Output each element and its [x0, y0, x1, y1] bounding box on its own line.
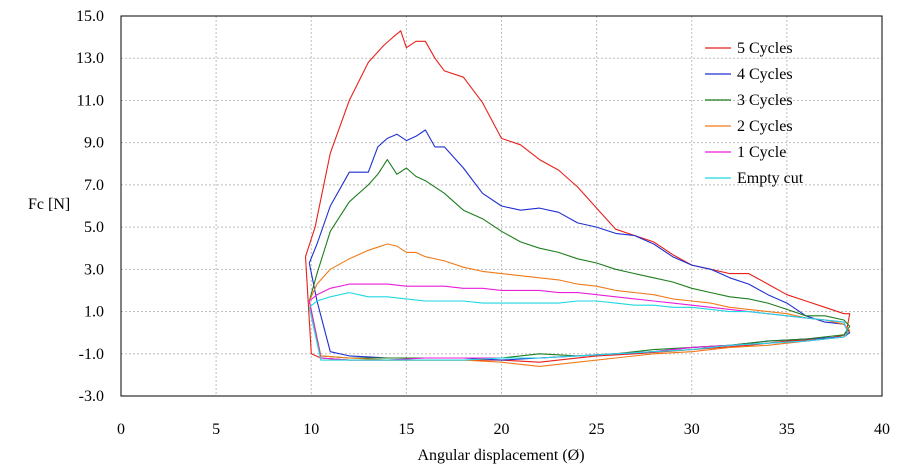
x-axis-title: Angular displacement (Ø) [417, 447, 584, 464]
y-tick-label: 3.0 [84, 261, 104, 278]
y-tick-label: 7.0 [84, 177, 104, 194]
x-tick-label: 0 [117, 421, 125, 438]
x-tick-label: 25 [589, 421, 605, 438]
x-tick-label: 30 [684, 421, 700, 438]
y-tick-label: 15.0 [76, 8, 104, 25]
x-tick-label: 40 [874, 421, 890, 438]
series-lines [304, 30, 851, 367]
legend-label-5-cycles: 5 Cycles [737, 40, 793, 57]
tick-labels: -3.0 -1.0 1.0 3.0 5.0 7.0 9.0 11.0 13.0 15.0 0 5 10 1… [76, 8, 890, 438]
legend-label-3-cycles: 3 Cycles [737, 92, 793, 109]
x-tick-label: 5 [212, 421, 220, 438]
legend: 5 Cycles 4 Cycles 3 Cycles 2 Cycles 1 Cycle E… [705, 40, 804, 187]
x-tick-label: 20 [494, 421, 510, 438]
y-tick-label: 1.0 [84, 304, 104, 321]
legend-label-4-cycles: 4 Cycles [737, 66, 793, 83]
y-tick-label: -3.0 [79, 388, 104, 405]
series-line-1-cycle [308, 283, 849, 361]
y-axis-title: Fc [N] [28, 196, 70, 213]
y-tick-label: 11.0 [77, 92, 104, 109]
series-line-2-cycles [308, 243, 851, 367]
gridlines [121, 16, 882, 396]
y-tick-label: -1.0 [79, 346, 104, 363]
legend-label-2-cycles: 2 Cycles [737, 118, 793, 135]
series-line-empty-cut [308, 292, 849, 361]
y-tick-label: 13.0 [76, 50, 104, 67]
legend-label-empty-cut: Empty cut [737, 170, 804, 187]
x-tick-label: 10 [303, 421, 319, 438]
x-tick-label: 15 [398, 421, 414, 438]
y-tick-label: 9.0 [84, 135, 104, 152]
plot-frame [120, 15, 883, 397]
x-tick-label: 35 [779, 421, 795, 438]
legend-label-1-cycle: 1 Cycle [737, 144, 786, 161]
y-tick-label: 5.0 [84, 219, 104, 236]
